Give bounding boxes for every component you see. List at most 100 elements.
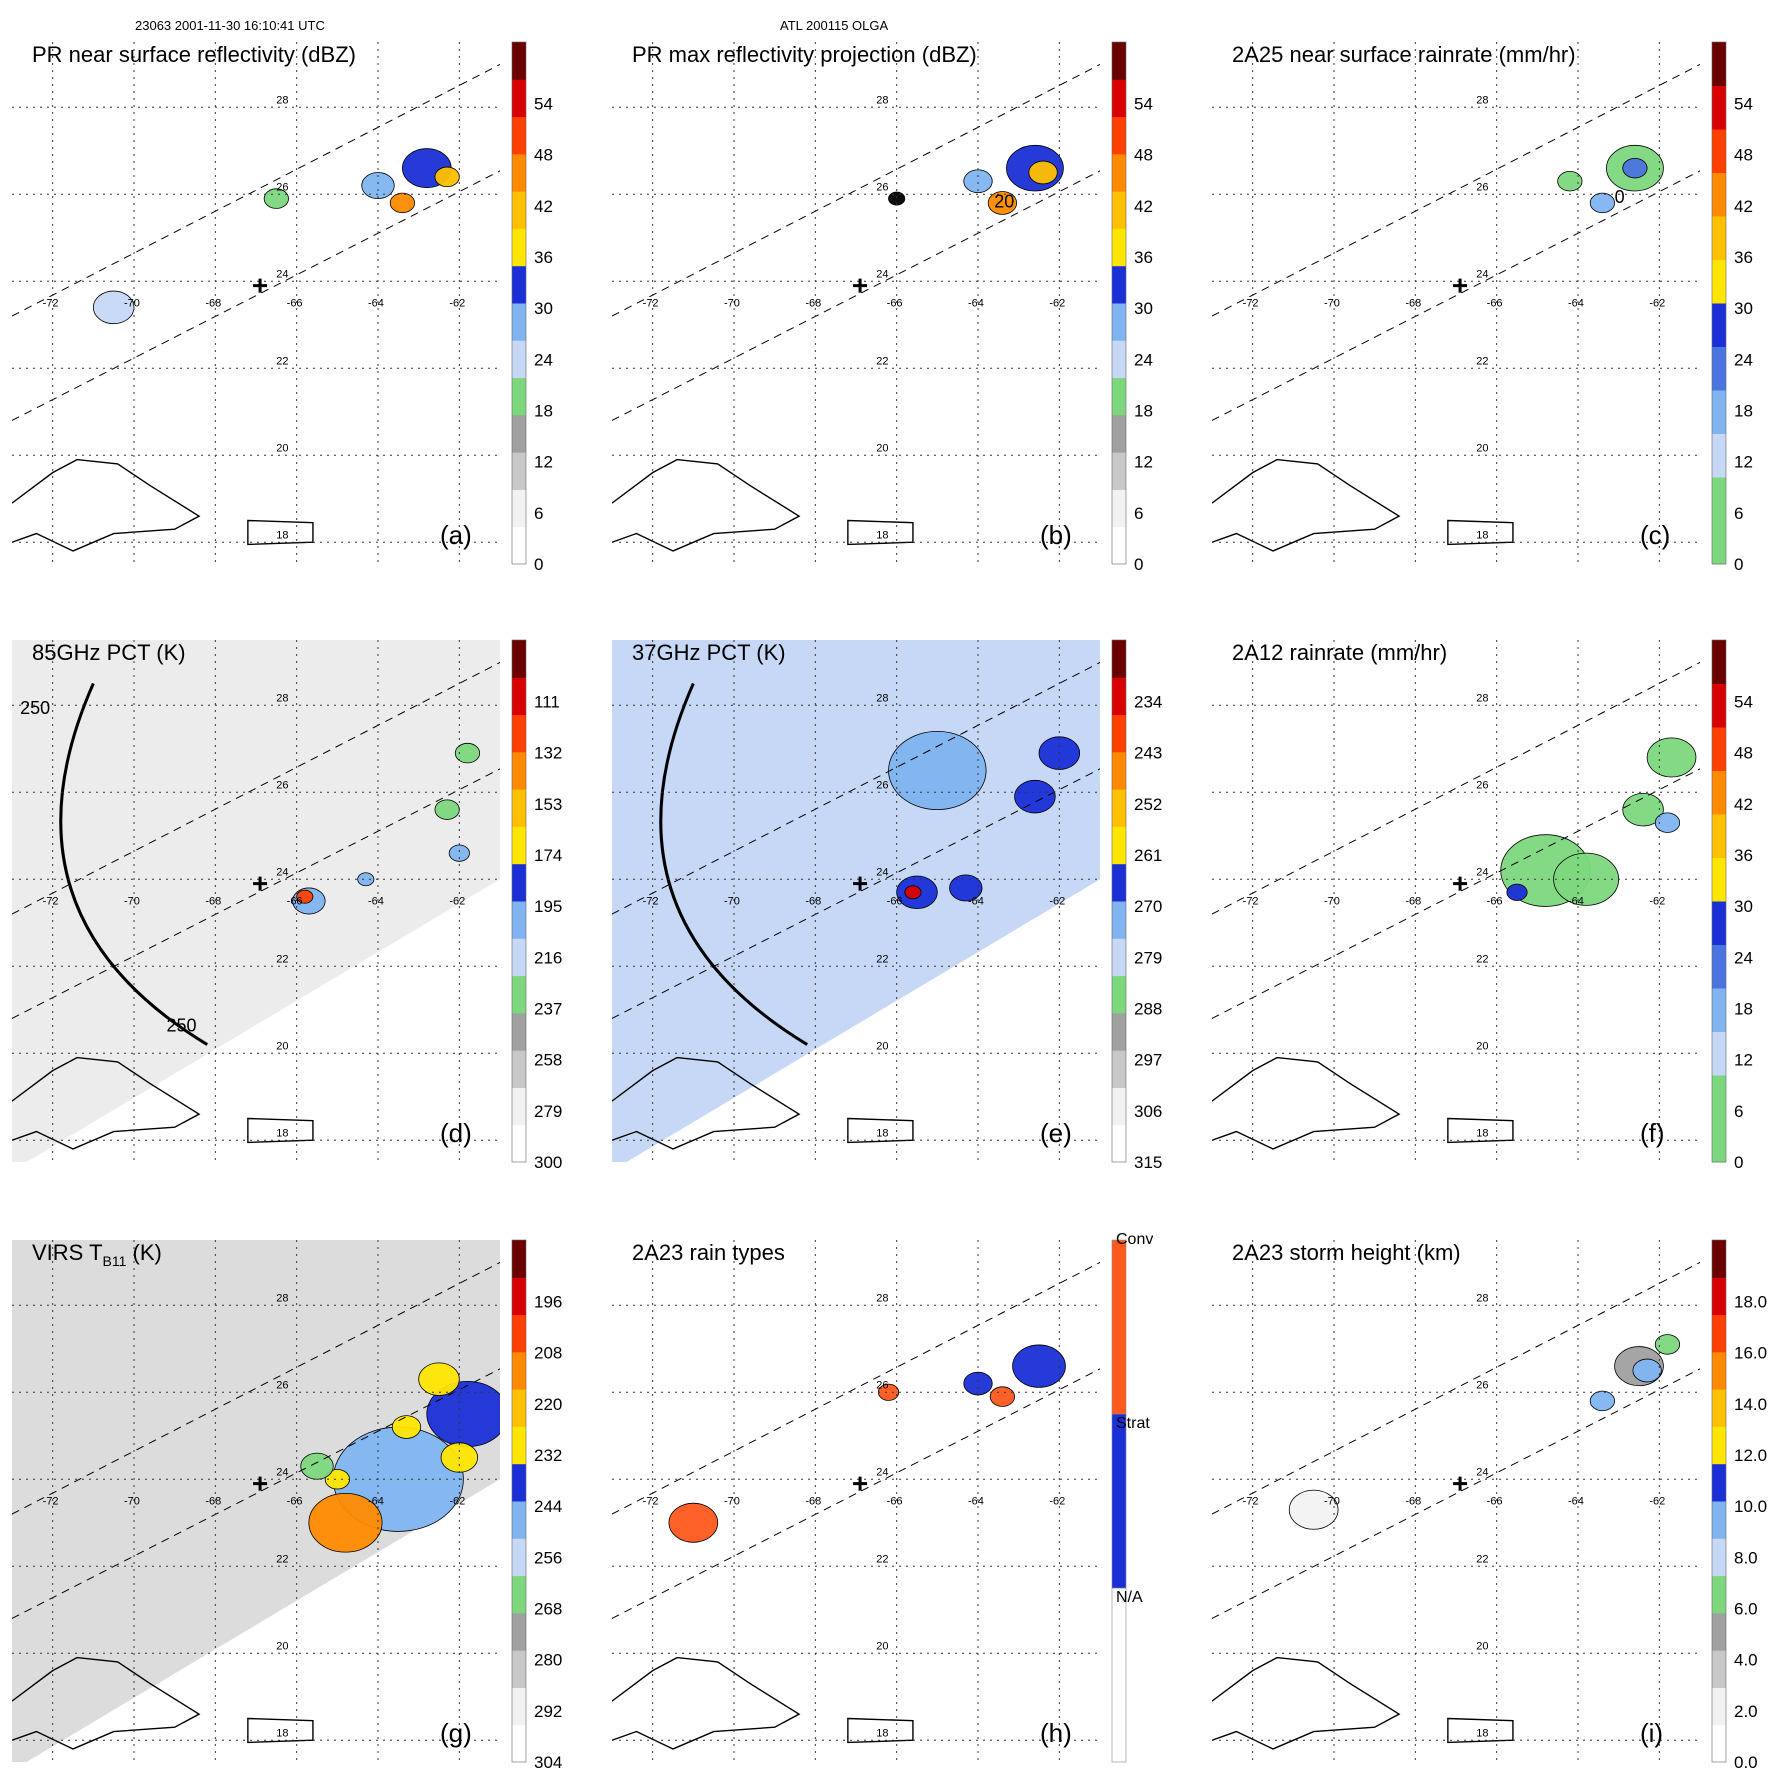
data-cell bbox=[1288, 1489, 1339, 1530]
colorbar-tick-label: 237 bbox=[534, 999, 562, 1018]
colorbar-segment bbox=[1112, 153, 1126, 192]
colorbar-segment bbox=[1112, 79, 1126, 118]
panel-g: -72 -70 -68 -66 -64 -62 28 26 24 22 20 18 VIRS TB11 … bbox=[12, 1239, 562, 1771]
lon-label: -70 bbox=[1324, 1495, 1340, 1507]
colorbar-tick-label: 304 bbox=[534, 1753, 562, 1771]
lon-label: -64 bbox=[1568, 1495, 1584, 1507]
colorbar-tick-label: 18 bbox=[1734, 401, 1753, 420]
data-cell bbox=[1028, 160, 1058, 185]
colorbar-segment bbox=[512, 153, 526, 192]
map-area: -72 -70 -68 -66 -64 -62 28 26 24 22 20 18 0 bbox=[1212, 42, 1700, 564]
colorbar-segment bbox=[1112, 489, 1126, 528]
colorbar-segment bbox=[512, 340, 526, 379]
lat-label: 22 bbox=[1476, 1553, 1488, 1565]
colorbar-tick-label: 18 bbox=[1734, 999, 1753, 1018]
swath-edge-south bbox=[12, 170, 500, 421]
data-cell bbox=[1506, 883, 1528, 901]
panel-title: 2A25 near surface rainrate (mm/hr) bbox=[1232, 42, 1576, 67]
lon-label: -70 bbox=[724, 297, 740, 309]
colorbar-segment bbox=[1112, 1012, 1126, 1051]
lat-label: 22 bbox=[1476, 355, 1488, 367]
colorbar-segment bbox=[512, 1501, 526, 1539]
lat-label: 20 bbox=[276, 442, 288, 454]
colorbar-segment bbox=[1112, 640, 1126, 678]
colorbar-tick-label: 24 bbox=[534, 350, 553, 369]
lon-label: -62 bbox=[1049, 1495, 1065, 1507]
colorbar-tick-label: 36 bbox=[1134, 248, 1153, 267]
lat-label: 26 bbox=[876, 181, 888, 193]
coastline-hispaniola bbox=[612, 458, 801, 552]
orbit-time: 23063 2001-11-30 16:10:41 UTC bbox=[135, 18, 325, 33]
colorbar-segment bbox=[1712, 640, 1726, 684]
data-cell bbox=[1654, 812, 1681, 833]
colorbar-segment bbox=[1712, 1426, 1726, 1465]
coastline-hispaniola bbox=[1212, 1656, 1401, 1750]
colorbar-tick-label: 12 bbox=[1134, 453, 1153, 472]
panel-h: -72 -70 -68 -66 -64 -62 28 26 24 22 20 18 2A23 rain … bbox=[612, 1231, 1153, 1763]
contour-label: 0 bbox=[1615, 187, 1625, 207]
colorbar-segment bbox=[512, 789, 526, 827]
coastline-puerto-rico bbox=[847, 1717, 914, 1744]
lat-label: 28 bbox=[276, 1292, 288, 1304]
colorbar-tick-label: 0 bbox=[534, 555, 543, 574]
lon-label: -66 bbox=[1487, 1495, 1503, 1507]
lat-label: 22 bbox=[876, 953, 888, 965]
lon-label: -62 bbox=[1049, 895, 1065, 907]
panel-title: PR near surface reflectivity (dBZ) bbox=[32, 42, 356, 67]
panel-label: (i) bbox=[1640, 1718, 1663, 1748]
colorbar-segment bbox=[512, 414, 526, 453]
colorbar-tick-label: 256 bbox=[534, 1548, 562, 1567]
colorbar-segment bbox=[1712, 259, 1726, 304]
lat-label: 18 bbox=[876, 1127, 888, 1139]
data-cell bbox=[1589, 1390, 1615, 1412]
coastline-puerto-rico bbox=[847, 519, 914, 546]
map-area: -72 -70 -68 -66 -64 -62 28 26 24 22 20 18 bbox=[12, 42, 500, 564]
colorbar-tick-label: 234 bbox=[1134, 692, 1162, 711]
lon-label: -70 bbox=[1324, 297, 1340, 309]
lat-label: 22 bbox=[876, 1553, 888, 1565]
coastline-puerto-rico bbox=[847, 1117, 914, 1144]
colorbar-tick-label: 30 bbox=[1734, 897, 1753, 916]
colorbar-segment bbox=[512, 1012, 526, 1051]
colorbar-segment bbox=[1112, 228, 1126, 267]
colorbar-tick-label: 42 bbox=[1134, 197, 1153, 216]
swath-edge-south bbox=[612, 1368, 1100, 1619]
lon-label: -66 bbox=[287, 1495, 303, 1507]
lat-label: 22 bbox=[876, 355, 888, 367]
storm-center-marker bbox=[253, 1476, 268, 1491]
coastline-puerto-rico bbox=[1447, 1117, 1514, 1144]
lat-label: 20 bbox=[876, 1040, 888, 1052]
colorbar-segment bbox=[1112, 1050, 1126, 1088]
lon-label: -72 bbox=[43, 895, 59, 907]
lat-label: 20 bbox=[276, 1040, 288, 1052]
colorbar-frame bbox=[1711, 1239, 1727, 1763]
colorbar-tick-label: 54 bbox=[1134, 94, 1153, 113]
storm-center-marker bbox=[853, 278, 868, 293]
scan-edge-arc bbox=[659, 682, 808, 1046]
swath-edge-north bbox=[1212, 1262, 1700, 1515]
panel-label: (d) bbox=[440, 1118, 472, 1148]
lon-label: -68 bbox=[1405, 297, 1421, 309]
colorbar-tick-label: 270 bbox=[1134, 897, 1162, 916]
colorbar-segment bbox=[1112, 452, 1126, 490]
swath-edge-north bbox=[612, 662, 1100, 915]
colorbar-segment bbox=[512, 377, 526, 416]
colorbar-segment bbox=[1712, 1538, 1726, 1577]
lat-label: 20 bbox=[1476, 1640, 1488, 1652]
colorbar-tick-label: 261 bbox=[1134, 846, 1162, 865]
data-cell bbox=[1622, 157, 1648, 179]
lat-label: 26 bbox=[876, 1379, 888, 1391]
colorbar-segment bbox=[512, 1724, 526, 1763]
lon-label: -62 bbox=[449, 297, 465, 309]
lat-label: 22 bbox=[276, 953, 288, 965]
lat-label: 20 bbox=[1476, 1040, 1488, 1052]
colorbar-tick-label: 174 bbox=[534, 846, 562, 865]
colorbar-segment bbox=[1712, 346, 1726, 391]
lon-label: -64 bbox=[1568, 895, 1584, 907]
lat-label: 28 bbox=[876, 692, 888, 704]
storm-center-marker bbox=[1453, 278, 1468, 293]
colorbar-tick-label: 6 bbox=[1134, 504, 1143, 523]
colorbar-segment bbox=[1712, 770, 1726, 815]
lon-label: -68 bbox=[205, 297, 221, 309]
colorbar-segment bbox=[1712, 85, 1726, 130]
